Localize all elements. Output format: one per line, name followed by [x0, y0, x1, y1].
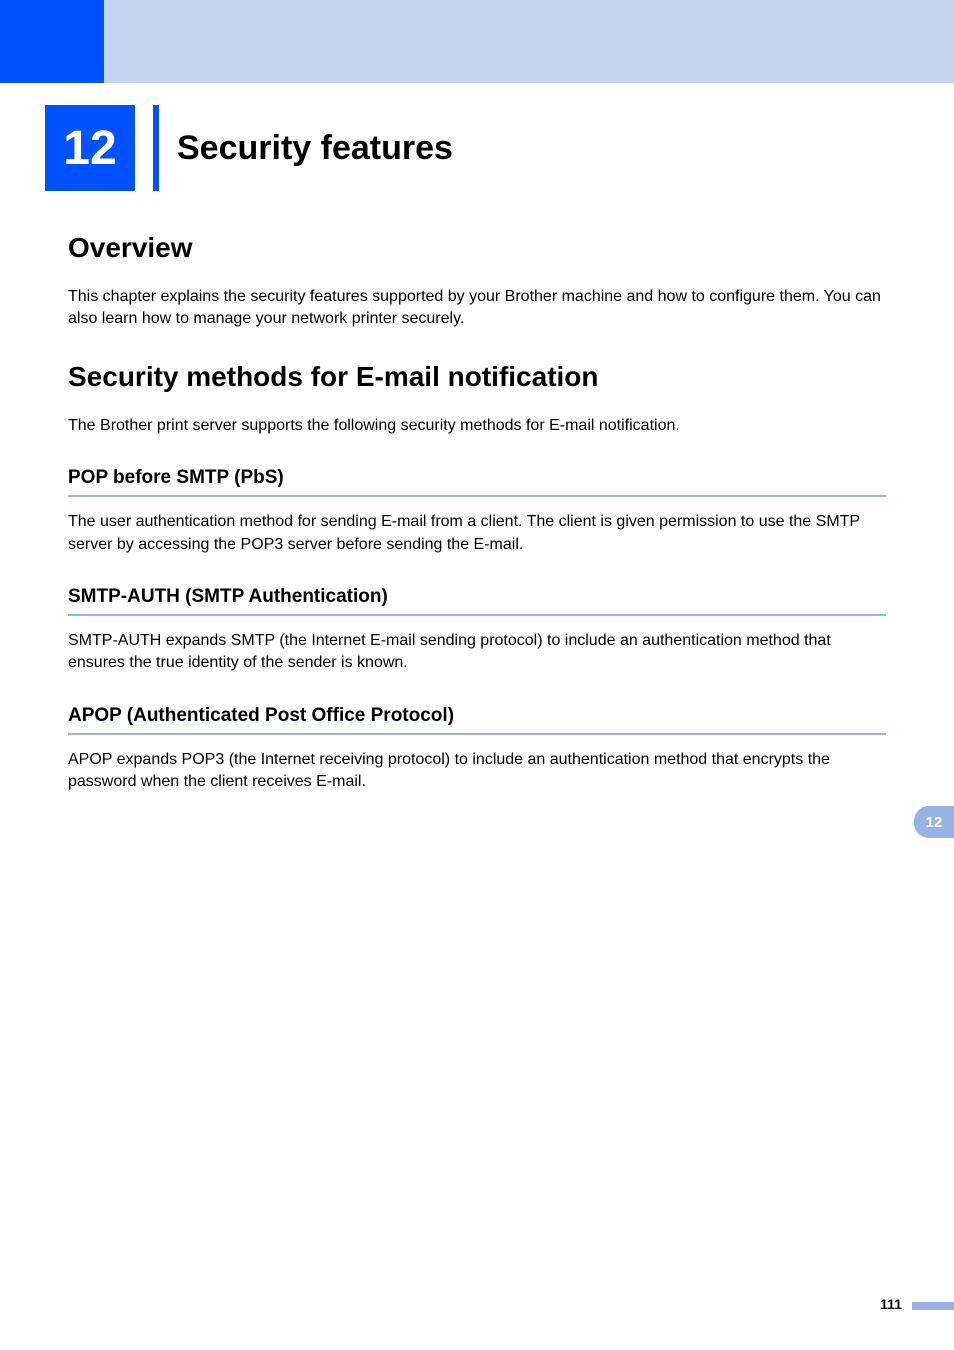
chapter-number: 12 [63, 121, 116, 176]
top-banner [104, 0, 954, 83]
chapter-number-box: 12 [45, 105, 135, 191]
smtp-auth-heading: SMTP-AUTH (SMTP Authentication) [68, 586, 886, 616]
pbs-heading: POP before SMTP (PbS) [68, 467, 886, 497]
page-number: 111 [880, 1296, 902, 1312]
pbs-body: The user authentication method for sendi… [68, 511, 886, 556]
security-methods-intro: The Brother print server supports the fo… [68, 415, 886, 437]
overview-body: This chapter explains the security featu… [68, 286, 886, 331]
chapter-header: 12 Security features [45, 105, 453, 191]
page-marker [912, 1302, 954, 1310]
smtp-auth-body: SMTP-AUTH expands SMTP (the Internet E-m… [68, 630, 886, 675]
overview-heading: Overview [68, 232, 886, 264]
chapter-title: Security features [177, 129, 453, 168]
security-methods-heading: Security methods for E-mail notification [68, 361, 886, 393]
apop-heading: APOP (Authenticated Post Office Protocol… [68, 705, 886, 735]
top-left-square [0, 0, 104, 83]
side-tab: 12 [914, 806, 954, 838]
side-tab-label: 12 [926, 814, 943, 831]
chapter-divider [153, 105, 159, 191]
apop-body: APOP expands POP3 (the Internet receivin… [68, 749, 886, 794]
content-area: Overview This chapter explains the secur… [68, 232, 886, 824]
